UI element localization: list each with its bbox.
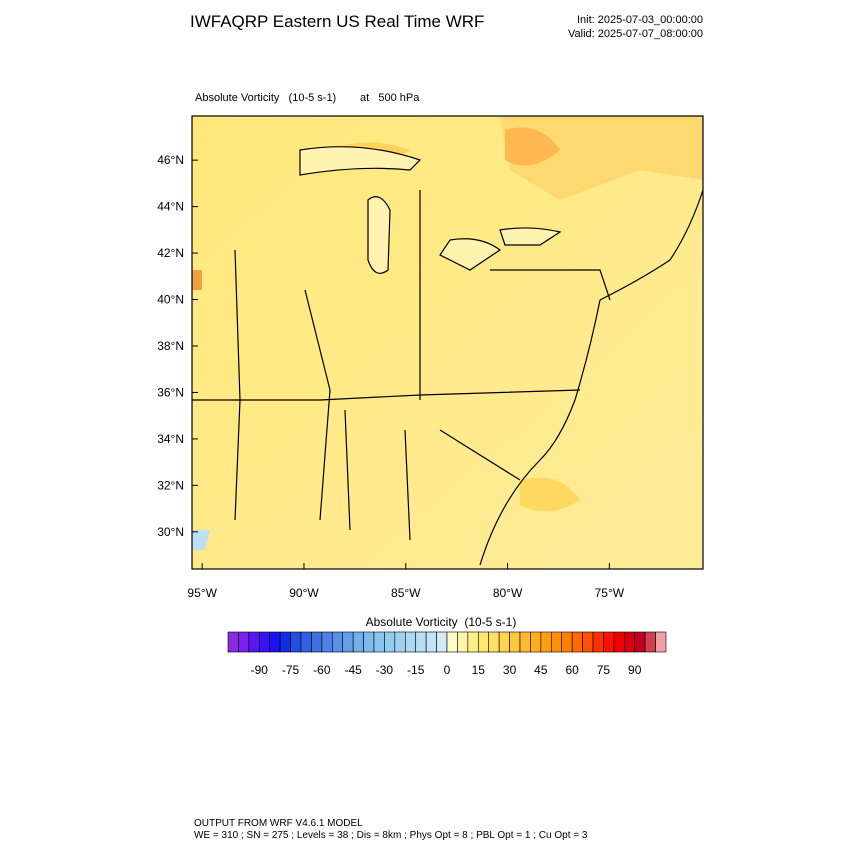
color-box bbox=[446, 631, 458, 653]
color-box bbox=[603, 631, 615, 653]
color-box bbox=[613, 631, 625, 653]
color-box bbox=[300, 631, 312, 653]
colorbar-title: Absolute Vorticity (10-5 s-1) bbox=[366, 615, 517, 629]
color-box bbox=[477, 631, 490, 653]
colorbar-label: -30 bbox=[376, 663, 394, 677]
map-frame bbox=[191, 115, 704, 570]
lat-tick-label: 36°N bbox=[157, 385, 184, 399]
map bbox=[191, 115, 704, 570]
footer-line: WE = 310 ; SN = 275 ; Levels = 38 ; Dis … bbox=[194, 830, 588, 841]
color-box bbox=[331, 631, 344, 653]
color-box bbox=[404, 631, 417, 653]
shading bbox=[192, 270, 202, 290]
lat-tick-label: 38°N bbox=[157, 339, 184, 353]
color-box bbox=[363, 631, 375, 653]
color-box bbox=[373, 631, 385, 653]
color-box bbox=[269, 631, 281, 653]
lat-tick-label: 32°N bbox=[157, 478, 184, 492]
color-box bbox=[394, 631, 406, 653]
color-box bbox=[540, 631, 552, 653]
lakes bbox=[299, 146, 562, 274]
colorbar-label: 15 bbox=[472, 663, 486, 677]
colorbar-label: -45 bbox=[344, 663, 362, 677]
color-box bbox=[498, 631, 510, 653]
lon-tick-label: 75°W bbox=[595, 586, 625, 600]
colorbar-label: -60 bbox=[313, 663, 331, 677]
colorbar: -90 -75 -60 -45 -30 -15 0 15 30 45 60 75 90 bbox=[227, 631, 667, 677]
color-box bbox=[655, 631, 667, 653]
color-box bbox=[644, 631, 656, 653]
color-box bbox=[342, 631, 354, 653]
color-box bbox=[415, 631, 427, 653]
lon-tick-label: 80°W bbox=[493, 586, 523, 600]
lat-tick-label: 40°N bbox=[157, 293, 184, 307]
lat-tick-label: 34°N bbox=[157, 432, 184, 446]
colorbar-label: 45 bbox=[534, 663, 548, 677]
title: IWFAQRP Eastern US Real Time WRF bbox=[190, 12, 484, 31]
borders bbox=[192, 190, 611, 541]
color-box bbox=[425, 631, 437, 653]
lat-tick-label: 44°N bbox=[157, 200, 184, 214]
color-box bbox=[530, 631, 542, 653]
color-box bbox=[258, 631, 271, 653]
color-box bbox=[634, 631, 646, 653]
color-box bbox=[519, 631, 531, 653]
colorbar-label: -90 bbox=[251, 663, 269, 677]
color-box bbox=[509, 631, 521, 653]
color-box bbox=[488, 631, 500, 653]
color-box bbox=[561, 631, 573, 653]
color-box bbox=[352, 631, 364, 653]
color-box bbox=[238, 631, 250, 653]
colorbar-label: 75 bbox=[597, 663, 611, 677]
level-label: at 500 hPa bbox=[360, 92, 420, 104]
color-box bbox=[279, 631, 291, 653]
color-box bbox=[227, 631, 239, 653]
color-box bbox=[623, 631, 636, 653]
lat-tick-label: 46°N bbox=[157, 153, 184, 167]
colorbar-label: -75 bbox=[282, 663, 300, 677]
color-box bbox=[582, 631, 594, 653]
colorbar-label: 30 bbox=[503, 663, 517, 677]
lon-tick-label: 90°W bbox=[289, 586, 319, 600]
color-box bbox=[321, 631, 333, 653]
shading bbox=[192, 530, 210, 550]
color-box bbox=[311, 631, 323, 653]
field-label: Absolute Vorticity (10-5 s-1) bbox=[195, 92, 336, 104]
color-box bbox=[290, 631, 302, 653]
colorbar-label: 60 bbox=[565, 663, 579, 677]
colorbar-label: 0 bbox=[444, 663, 451, 677]
color-box bbox=[592, 631, 604, 653]
lon-tick-label: 85°W bbox=[391, 586, 421, 600]
color-box bbox=[550, 631, 563, 653]
color-box bbox=[467, 631, 479, 653]
valid-time: Valid: 2025-07-07_08:00:00 bbox=[568, 28, 703, 40]
colorbar-label: -15 bbox=[407, 663, 425, 677]
colorbar-label: 90 bbox=[628, 663, 642, 677]
lon-tick-label: 95°W bbox=[187, 586, 217, 600]
init-time: Init: 2025-07-03_00:00:00 bbox=[577, 14, 703, 26]
map-field bbox=[192, 116, 703, 569]
shading bbox=[505, 127, 560, 166]
shading bbox=[520, 477, 580, 512]
color-box bbox=[384, 631, 396, 653]
color-box bbox=[248, 631, 260, 653]
lat-tick-label: 42°N bbox=[157, 246, 184, 260]
axes: 46°N 44°N 42°N 40°N 38°N 36°N 34°N 32°N 30°N 95°W… bbox=[157, 153, 625, 600]
lat-tick-label: 30°N bbox=[157, 525, 184, 539]
shading bbox=[500, 116, 703, 200]
color-box bbox=[436, 631, 448, 653]
color-box bbox=[457, 631, 469, 653]
footer-line: OUTPUT FROM WRF V4.6.1 MODEL bbox=[194, 818, 363, 829]
color-box bbox=[571, 631, 583, 653]
coastline bbox=[479, 189, 704, 566]
